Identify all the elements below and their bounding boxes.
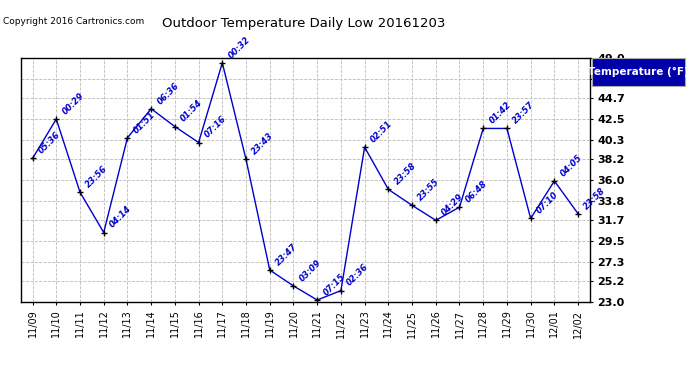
Text: 01:54: 01:54 — [179, 98, 204, 124]
Text: 00:29: 00:29 — [61, 91, 86, 116]
Text: 23:56: 23:56 — [84, 164, 110, 189]
Text: 06:48: 06:48 — [464, 179, 489, 204]
Text: 00:32: 00:32 — [226, 34, 252, 60]
Text: 04:29: 04:29 — [440, 192, 465, 217]
Text: 02:36: 02:36 — [345, 262, 371, 288]
Text: 23:43: 23:43 — [250, 131, 275, 157]
Text: 23:58: 23:58 — [582, 186, 608, 211]
Text: 23:47: 23:47 — [274, 242, 299, 267]
Text: 23:55: 23:55 — [416, 177, 442, 203]
Text: Copyright 2016 Cartronics.com: Copyright 2016 Cartronics.com — [3, 17, 145, 26]
Text: Temperature (°F): Temperature (°F) — [588, 67, 689, 77]
Text: 23:58: 23:58 — [393, 161, 418, 187]
Text: Outdoor Temperature Daily Low 20161203: Outdoor Temperature Daily Low 20161203 — [162, 17, 445, 30]
Text: 07:10: 07:10 — [535, 190, 560, 216]
Text: 02:51: 02:51 — [368, 119, 394, 144]
Text: 05:36: 05:36 — [37, 130, 62, 156]
Text: 07:16: 07:16 — [203, 114, 228, 140]
Text: 06:36: 06:36 — [155, 81, 181, 106]
Text: 07:15: 07:15 — [322, 272, 346, 297]
Text: 04:14: 04:14 — [108, 204, 133, 230]
Text: 04:05: 04:05 — [558, 153, 584, 178]
Text: 23:57: 23:57 — [511, 100, 536, 126]
Text: 01:42: 01:42 — [487, 100, 513, 126]
Text: 01:51: 01:51 — [132, 110, 157, 135]
Text: 03:09: 03:09 — [297, 258, 323, 283]
